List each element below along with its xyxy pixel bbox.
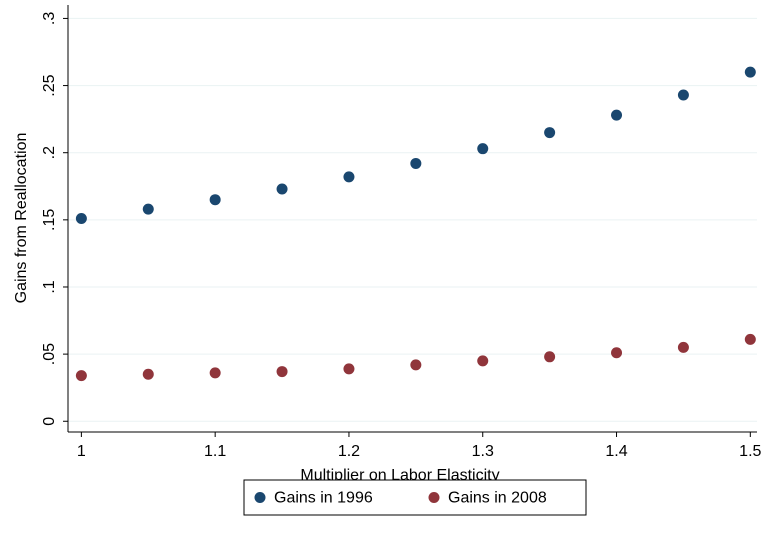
point [209, 367, 221, 379]
legend-label: Gains in 1996 [274, 490, 373, 507]
point [276, 366, 288, 378]
point [744, 66, 756, 78]
x-tick-label: 1.5 [739, 443, 761, 460]
x-tick-label: 1.3 [472, 443, 494, 460]
y-tick-label: 0 [41, 417, 58, 426]
point [75, 370, 87, 382]
legend-box [243, 479, 587, 516]
legend-marker [428, 492, 440, 503]
legend-label: Gains in 2008 [448, 490, 547, 507]
y-tick-label: .25 [41, 74, 58, 96]
point [677, 341, 689, 353]
point [477, 355, 489, 367]
point [343, 171, 355, 183]
y-tick-label: .05 [41, 343, 58, 365]
point [677, 89, 689, 101]
point [611, 109, 623, 121]
y-tick-label: .3 [41, 12, 58, 25]
point [276, 183, 288, 195]
point [209, 194, 221, 206]
x-tick-label: 1.2 [338, 443, 360, 460]
point [343, 363, 355, 375]
point [410, 359, 422, 371]
point [75, 213, 87, 224]
y-tick-label: .15 [41, 209, 58, 231]
x-tick-label: 1.4 [605, 443, 627, 460]
point [611, 347, 623, 359]
point [142, 368, 154, 380]
point [410, 157, 422, 169]
x-tick-label: 1.1 [204, 443, 226, 460]
point [544, 351, 556, 363]
point [142, 203, 154, 215]
point [477, 143, 489, 155]
point [744, 333, 756, 345]
x-tick-label: 1 [77, 443, 86, 460]
y-tick-label: .2 [41, 146, 58, 159]
legend-marker [254, 492, 266, 503]
point [544, 127, 556, 139]
y-axis-title: Gains from Reallocation [13, 133, 30, 304]
y-tick-label: .1 [41, 280, 58, 293]
